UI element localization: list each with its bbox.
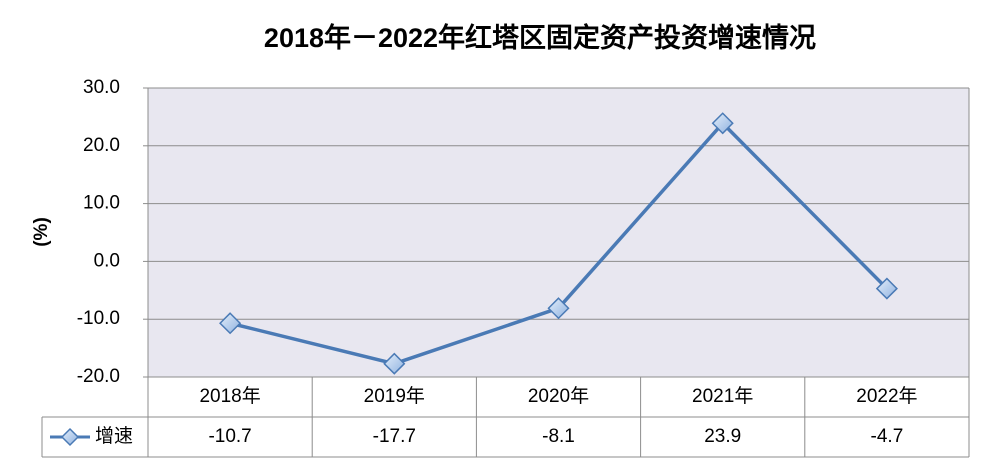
y-axis-label: (%) <box>31 217 52 247</box>
y-tick-label: -10.0 <box>77 308 120 329</box>
chart-title: 2018年－2022年红塔区固定资产投资增速情况 <box>264 22 816 53</box>
y-tick-label: 10.0 <box>83 193 120 214</box>
table-value: -10.7 <box>208 426 251 447</box>
x-tick-label: 2021年 <box>692 385 753 407</box>
table-value: 23.9 <box>704 426 741 447</box>
y-tick-label: 20.0 <box>83 135 120 156</box>
x-tick-label: 2018年 <box>199 385 260 407</box>
table-value: -8.1 <box>542 426 575 447</box>
x-tick-label: 2020年 <box>528 385 589 407</box>
marker <box>711 112 734 135</box>
marker <box>219 312 242 335</box>
marker <box>875 277 898 300</box>
table-value: -17.7 <box>373 426 416 447</box>
table-value: -4.7 <box>871 426 904 447</box>
marker <box>547 297 570 320</box>
x-tick-label: 2022年 <box>856 385 917 407</box>
legend-label: 增速 <box>95 425 133 447</box>
y-tick-label: -20.0 <box>77 366 120 387</box>
y-tick-label: 0.0 <box>94 250 120 271</box>
x-tick-label: 2019年 <box>364 385 425 407</box>
y-tick-label: 30.0 <box>83 77 120 98</box>
marker <box>383 352 406 375</box>
legend-marker <box>60 427 80 447</box>
